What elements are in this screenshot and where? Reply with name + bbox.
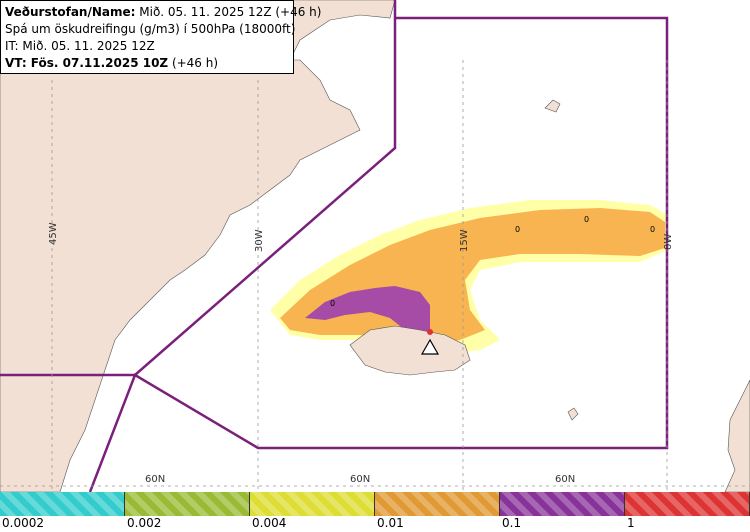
info-line-1: Veðurstofan/Name: Mið. 05. 11. 2025 12Z … <box>5 4 321 21</box>
zero-mark-2: 0 <box>584 215 589 224</box>
legend-label: 0.004 <box>252 516 287 530</box>
legend-labels: 0.0002 0.002 0.004 0.01 0.1 1 <box>0 516 750 532</box>
info-line-4-value: (+46 h) <box>168 56 219 70</box>
zero-mark-3: 0 <box>650 225 655 234</box>
ash-dispersion-map: 45W 30W 15W 0W 60N 60N 60N 0 0 0 0 <box>0 0 750 492</box>
legend-label: 0.0002 <box>2 516 44 530</box>
legend-swatch <box>250 492 375 516</box>
parallel-label-2: 60N <box>350 474 370 485</box>
zero-mark-1: 0 <box>515 225 520 234</box>
legend-label: 1 <box>627 516 635 530</box>
meridian-label-45w: 45W <box>48 222 59 245</box>
legend-label: 0.1 <box>502 516 522 530</box>
legend-swatch <box>500 492 625 516</box>
ash-plume-purple <box>305 286 430 335</box>
legend-swatch <box>625 492 750 516</box>
iceland-land <box>349 325 471 376</box>
meridian-label-30w: 30W <box>254 229 265 252</box>
concentration-legend: 0.0002 0.002 0.004 0.01 0.1 1 <box>0 492 750 532</box>
legend-swatch <box>125 492 250 516</box>
island-north <box>544 99 561 113</box>
info-line-4-label: VT: Fös. 07.11.2025 10Z <box>5 56 169 70</box>
info-line-1-value: Mið. 05. 11. 2025 12Z (+46 h) <box>135 5 322 19</box>
info-line-1-label: Veðurstofan/Name: <box>5 5 136 19</box>
forecast-info-box: Veðurstofan/Name: Mið. 05. 11. 2025 12Z … <box>0 0 321 74</box>
legend-label: 0.01 <box>377 516 404 530</box>
info-line-4: VT: Fös. 07.11.2025 10Z (+46 h) <box>5 55 289 72</box>
fir-boundary-upper <box>88 16 669 492</box>
norway-land <box>724 379 750 492</box>
zero-mark-4: 0 <box>330 299 335 308</box>
meridian-label-15w: 15W <box>459 229 470 252</box>
triangle-volcano-icon <box>420 329 440 355</box>
legend-color-bar <box>0 492 750 516</box>
info-line-3: IT: Mið. 05. 11. 2025 12Z <box>5 39 155 53</box>
info-line-2: Spá um öskudreifingu (g/m3) í 500hPa (18… <box>5 22 296 36</box>
parallel-label-3: 60N <box>555 474 575 485</box>
faroe-islands <box>567 407 579 421</box>
meridian-label-0w: 0W <box>663 234 674 250</box>
legend-swatch <box>0 492 125 516</box>
legend-label: 0.002 <box>127 516 162 530</box>
legend-swatch <box>375 492 500 516</box>
parallel-label-1: 60N <box>145 474 165 485</box>
fir-boundary <box>0 0 397 377</box>
